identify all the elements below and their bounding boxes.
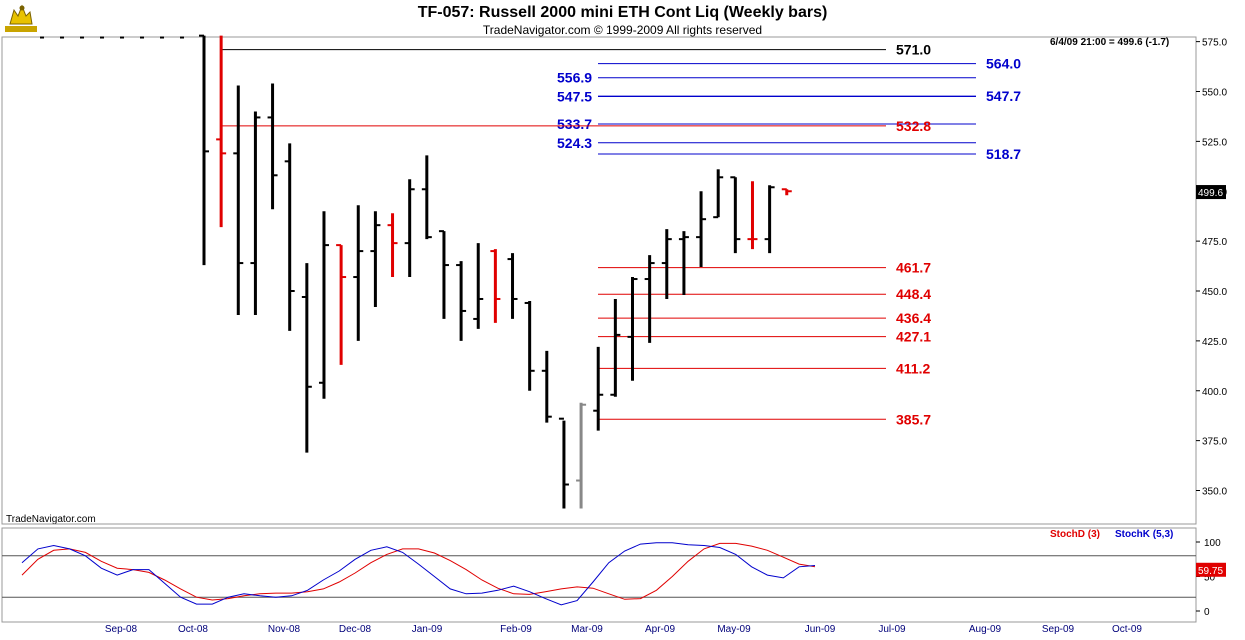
price-bar: [764, 185, 775, 254]
y-tick-label: 475.0: [1202, 237, 1227, 248]
x-tick-label: Dec-08: [339, 624, 372, 635]
level-label: 518.7: [986, 146, 1021, 162]
price-bar: [610, 298, 621, 397]
price-bar: [387, 213, 398, 278]
price-bar: [730, 176, 741, 254]
y-tick-label: 500.0: [1202, 187, 1227, 198]
price-bar: [199, 34, 209, 266]
price-bar: [301, 263, 312, 453]
stoch-y-tick-label: 100: [1204, 538, 1221, 549]
bull-logo-icon: [5, 4, 37, 32]
x-tick-label: Sep-08: [105, 624, 138, 635]
last-price-box: [1196, 185, 1226, 200]
x-tick-label: Mar-09: [571, 624, 603, 635]
last-price-label: 499.6: [1198, 188, 1223, 199]
stoch-y-tick-label: 50: [1204, 573, 1216, 584]
y-tick-label: 350.0: [1202, 487, 1227, 498]
y-tick-label: 425.0: [1202, 337, 1227, 348]
copyright-subtitle: TradeNavigator.com © 1999-2009 All right…: [482, 23, 763, 37]
level-label: 524.3: [557, 135, 592, 151]
level-label: 461.7: [896, 260, 931, 276]
price-bar: [456, 261, 467, 341]
x-tick-label: Aug-09: [969, 624, 1002, 635]
level-label: 436.4: [896, 310, 931, 326]
price-bar: [490, 249, 501, 323]
level-label: 385.7: [896, 411, 931, 427]
price-bar: [370, 211, 381, 307]
level-label: 547.7: [986, 88, 1021, 104]
x-tick-label: Oct-09: [1112, 624, 1142, 635]
watermark: TradeNavigator.com: [6, 514, 96, 525]
price-bar: [558, 417, 569, 509]
price-bar: [747, 181, 758, 250]
price-bar: [473, 243, 484, 329]
y-tick-label: 375.0: [1202, 437, 1227, 448]
level-label: 556.9: [557, 70, 592, 86]
price-bar: [696, 191, 707, 268]
stoch-last-box: [1196, 562, 1226, 577]
y-tick-label: 525.0: [1202, 137, 1227, 148]
chart-title: TF-057: Russell 2000 mini ETH Cont Liq (…: [417, 4, 828, 21]
price-bar: [593, 346, 604, 431]
price-bar: [353, 205, 364, 341]
price-bar: [644, 255, 655, 343]
price-bar: [627, 277, 638, 381]
price-bar: [284, 143, 295, 331]
stoch-line-k: [21, 542, 816, 606]
price-bar: [336, 244, 347, 365]
y-tick-label: 550.0: [1202, 88, 1227, 99]
y-tick-label: 575.0: [1202, 38, 1227, 49]
y-tick-label: 400.0: [1202, 387, 1227, 398]
price-bar: [233, 85, 244, 315]
last-quote: 6/4/09 21:00 = 499.6 (-1.7): [1050, 37, 1170, 48]
stoch-y-tick-label: 0: [1204, 607, 1210, 618]
price-bar: [404, 179, 415, 278]
price-bar: [438, 230, 449, 319]
level-label: 427.1: [896, 329, 931, 345]
x-tick-label: Sep-09: [1042, 624, 1075, 635]
legend-stochd: StochD (3): [1050, 529, 1100, 540]
price-bar: [713, 169, 724, 219]
legend-stochk: StochK (5,3): [1115, 529, 1173, 540]
price-bar: [318, 211, 329, 399]
y-tick-label: 450.0: [1202, 287, 1227, 298]
x-tick-label: Nov-08: [268, 624, 301, 635]
x-tick-label: Jan-09: [412, 624, 443, 635]
level-label: 564.0: [986, 56, 1021, 72]
price-bar: [250, 111, 261, 315]
stoch-last-label: 59.75: [1198, 566, 1223, 577]
x-tick-label: Jun-09: [805, 624, 836, 635]
level-label: 411.2: [896, 360, 930, 376]
price-bar: [216, 35, 227, 228]
price-bar: [678, 231, 689, 295]
x-tick-label: Apr-09: [645, 624, 675, 635]
price-panel-frame: [1, 36, 1197, 525]
level-label: 533.7: [557, 116, 592, 132]
price-bar: [576, 402, 587, 509]
price-bar: [661, 229, 672, 299]
price-bar: [421, 155, 432, 240]
level-label: 532.8: [896, 118, 931, 134]
price-bar: [781, 188, 792, 196]
price-bar: [507, 253, 518, 319]
price-bar: [524, 300, 535, 391]
stoch-line-d: [21, 542, 816, 601]
x-tick-label: Oct-08: [178, 624, 208, 635]
level-label: 547.5: [557, 88, 592, 104]
x-tick-label: Jul-09: [878, 624, 906, 635]
level-label: 571.0: [896, 42, 931, 58]
level-label: 448.4: [896, 286, 931, 302]
price-bar: [267, 83, 278, 210]
x-tick-label: May-09: [717, 624, 751, 635]
stoch-panel-frame: [1, 527, 1197, 623]
x-tick-label: Feb-09: [500, 624, 532, 635]
price-bar: [541, 350, 552, 423]
